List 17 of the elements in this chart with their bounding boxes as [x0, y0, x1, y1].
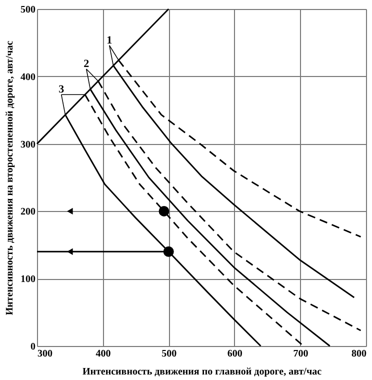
annotation: 2 [84, 58, 90, 70]
y-tick-label: 200 [20, 206, 36, 218]
annotation: 3 [58, 84, 65, 96]
y-tick-label: 500 [20, 4, 36, 16]
y-tick-label: 100 [20, 274, 36, 286]
x-tick-label: 700 [293, 348, 308, 360]
annotation: 1 [106, 34, 112, 46]
x-axis-title: Интенсивность движения по главной дороге, авт/час [82, 366, 322, 378]
y-tick-label: 0 [30, 342, 36, 352]
y-tick-label: 400 [20, 72, 36, 83]
y-axis-title: Интенсивность движения на второстепенной дороге, авт/час [4, 40, 16, 316]
x-tick-label: 300 [38, 348, 52, 360]
x-tick-label: 600 [227, 348, 242, 360]
y-tick-label: 300 [20, 139, 36, 150]
x-tick-label: 500 [162, 348, 177, 360]
x-tick-label: 400 [96, 348, 111, 360]
x-tick-label: 800 [352, 348, 366, 360]
